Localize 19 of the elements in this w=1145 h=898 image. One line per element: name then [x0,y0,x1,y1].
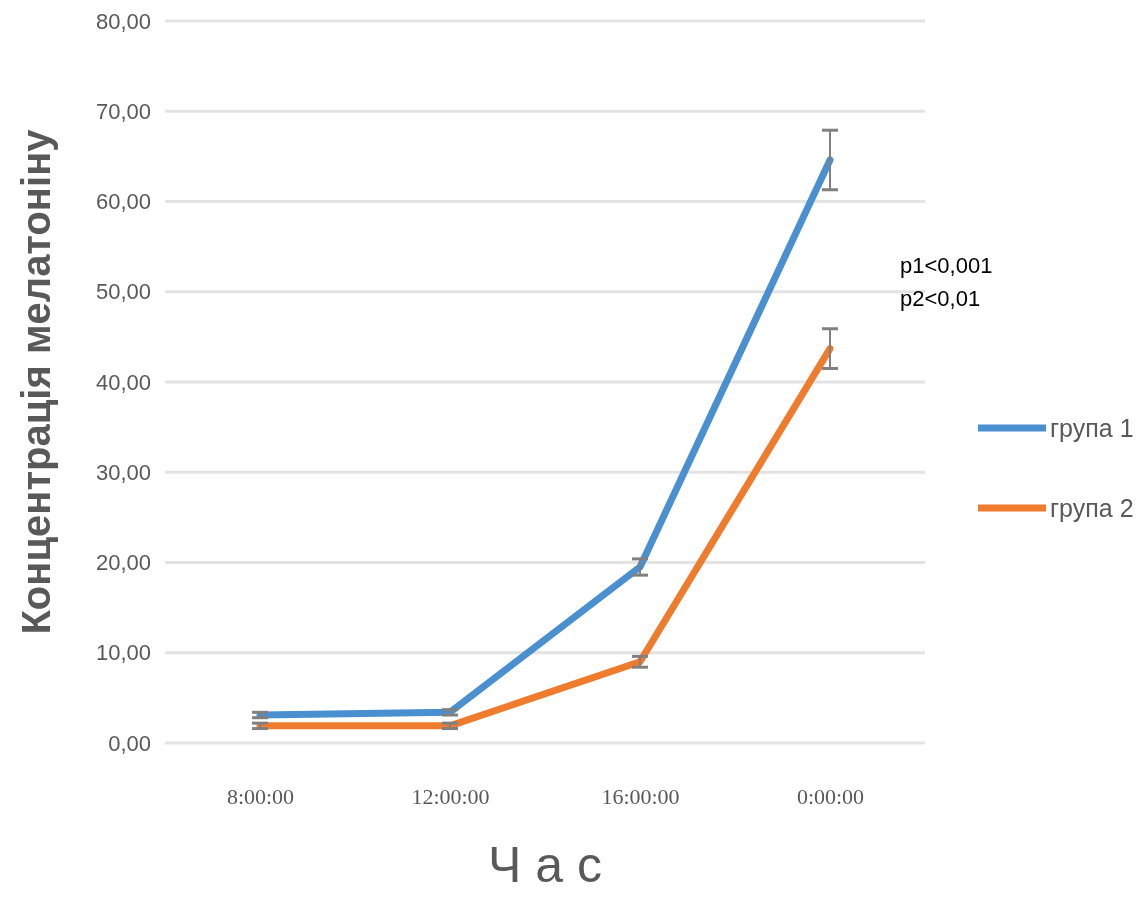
y-tick-label: 50,00 [95,279,151,305]
y-axis-title: Концентрація мелатоніну [14,128,58,635]
annotation: p1<0,001 [900,253,993,278]
y-tick-label: 60,00 [95,189,151,215]
annotation: p2<0,01 [900,286,981,311]
y-tick-label: 30,00 [95,459,151,485]
y-tick-label: 20,00 [95,550,151,576]
legend-label: група 1 [1050,414,1134,442]
x-tick-label: 8:00:00 [226,783,295,809]
x-tick-label: 12:00:00 [411,783,490,809]
y-tick-label: 0,00 [108,730,151,756]
y-tick-label: 80,00 [95,8,151,34]
x-tick-label: 16:00:00 [601,783,680,809]
x-axis-title: Ч а с [488,837,602,893]
y-tick-label: 70,00 [95,98,151,124]
y-tick-label: 10,00 [95,640,151,666]
x-tick-label: 0:00:00 [796,783,865,809]
legend-label: група 2 [1050,494,1134,522]
y-tick-label: 40,00 [95,369,151,395]
